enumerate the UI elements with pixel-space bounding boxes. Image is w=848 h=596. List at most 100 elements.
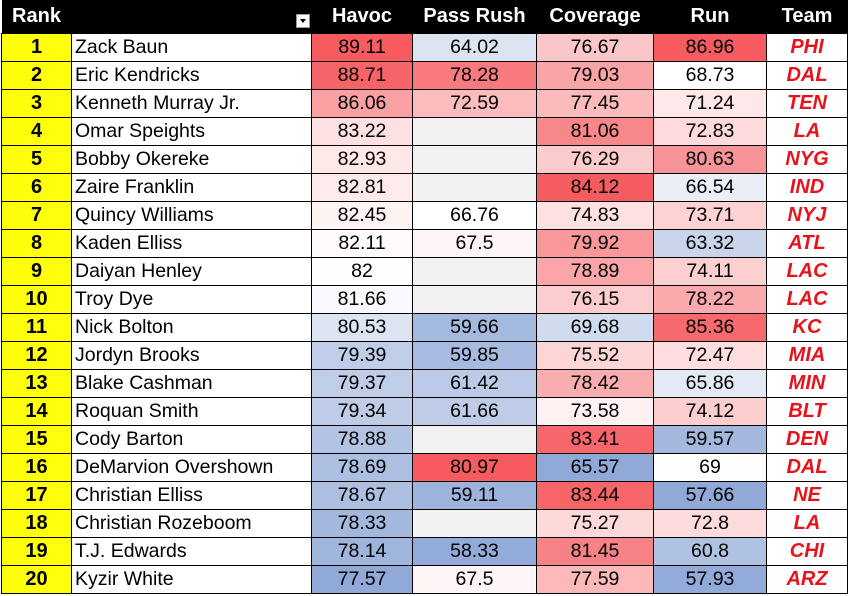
player-name-cell[interactable]: Zack Baun [71, 33, 312, 62]
rank-cell[interactable]: 6 [1, 173, 72, 202]
table-row[interactable]: 1 Zack Baun 89.11 64.02 76.67 86.96 PHI [1, 33, 848, 62]
havoc-cell[interactable]: 80.53 [311, 313, 413, 342]
havoc-cell[interactable]: 78.67 [311, 481, 413, 510]
team-cell[interactable]: DAL [766, 61, 848, 90]
header-pass-rush[interactable]: Pass Rush [412, 0, 537, 34]
run-cell[interactable]: 57.66 [653, 481, 767, 510]
rank-cell[interactable]: 17 [1, 481, 72, 510]
coverage-cell[interactable]: 81.06 [536, 117, 654, 146]
player-name-cell[interactable]: Jordyn Brooks [71, 341, 312, 370]
run-cell[interactable]: 59.57 [653, 425, 767, 454]
pass-rush-cell[interactable]: 72.59 [412, 89, 537, 118]
table-row[interactable]: 16 DeMarvion Overshown 78.69 80.97 65.57 69 DA… [1, 453, 848, 482]
rank-cell[interactable]: 5 [1, 145, 72, 174]
team-cell[interactable]: ATL [766, 229, 848, 258]
header-run[interactable]: Run [653, 0, 767, 34]
team-cell[interactable]: LA [766, 509, 848, 538]
team-cell[interactable]: DEN [766, 425, 848, 454]
table-row[interactable]: 18 Christian Rozeboom 78.33 75.27 72.8 LA [1, 509, 848, 538]
havoc-cell[interactable]: 79.37 [311, 369, 413, 398]
player-name-cell[interactable]: DeMarvion Overshown [71, 453, 312, 482]
run-cell[interactable]: 78.22 [653, 285, 767, 314]
player-name-cell[interactable]: Kyzir White [71, 565, 312, 594]
table-row[interactable]: 6 Zaire Franklin 82.81 84.12 66.54 IND [1, 173, 848, 202]
pass-rush-cell[interactable]: 61.42 [412, 369, 537, 398]
pass-rush-cell[interactable]: 58.33 [412, 537, 537, 566]
rank-cell[interactable]: 16 [1, 453, 72, 482]
player-name-cell[interactable]: Roquan Smith [71, 397, 312, 426]
pass-rush-cell[interactable]: 64.02 [412, 33, 537, 62]
havoc-cell[interactable]: 81.66 [311, 285, 413, 314]
havoc-cell[interactable]: 82.45 [311, 201, 413, 230]
player-name-cell[interactable]: T.J. Edwards [71, 537, 312, 566]
player-name-cell[interactable]: Kaden Elliss [71, 229, 312, 258]
team-cell[interactable]: MIA [766, 341, 848, 370]
pass-rush-cell[interactable] [412, 425, 537, 454]
run-cell[interactable]: 57.93 [653, 565, 767, 594]
coverage-cell[interactable]: 79.03 [536, 61, 654, 90]
run-cell[interactable]: 72.83 [653, 117, 767, 146]
run-cell[interactable]: 60.8 [653, 537, 767, 566]
havoc-cell[interactable]: 77.57 [311, 565, 413, 594]
rank-cell[interactable]: 18 [1, 509, 72, 538]
header-havoc[interactable]: Havoc [311, 0, 413, 34]
pass-rush-cell[interactable]: 78.28 [412, 61, 537, 90]
team-cell[interactable]: LAC [766, 257, 848, 286]
table-row[interactable]: 17 Christian Elliss 78.67 59.11 83.44 57.66 NE [1, 481, 848, 510]
run-cell[interactable]: 65.86 [653, 369, 767, 398]
table-row[interactable]: 10 Troy Dye 81.66 76.15 78.22 LAC [1, 285, 848, 314]
coverage-cell[interactable]: 78.42 [536, 369, 654, 398]
havoc-cell[interactable]: 82.93 [311, 145, 413, 174]
coverage-cell[interactable]: 84.12 [536, 173, 654, 202]
table-row[interactable]: 8 Kaden Elliss 82.11 67.5 79.92 63.32 ATL [1, 229, 848, 258]
havoc-cell[interactable]: 88.71 [311, 61, 413, 90]
havoc-cell[interactable]: 82.11 [311, 229, 413, 258]
run-cell[interactable]: 86.96 [653, 33, 767, 62]
rank-cell[interactable]: 9 [1, 257, 72, 286]
coverage-cell[interactable]: 73.58 [536, 397, 654, 426]
pass-rush-cell[interactable]: 59.66 [412, 313, 537, 342]
coverage-cell[interactable]: 75.27 [536, 509, 654, 538]
rank-cell[interactable]: 20 [1, 565, 72, 594]
run-cell[interactable]: 68.73 [653, 61, 767, 90]
run-cell[interactable]: 72.47 [653, 341, 767, 370]
pass-rush-cell[interactable]: 59.85 [412, 341, 537, 370]
pass-rush-cell[interactable]: 66.76 [412, 201, 537, 230]
table-row[interactable]: 3 Kenneth Murray Jr. 86.06 72.59 77.45 71.24 T… [1, 89, 848, 118]
rank-cell[interactable]: 4 [1, 117, 72, 146]
run-cell[interactable]: 74.12 [653, 397, 767, 426]
run-cell[interactable]: 63.32 [653, 229, 767, 258]
player-name-cell[interactable]: Bobby Okereke [71, 145, 312, 174]
team-cell[interactable]: LAC [766, 285, 848, 314]
rank-cell[interactable]: 2 [1, 61, 72, 90]
coverage-cell[interactable]: 78.89 [536, 257, 654, 286]
coverage-cell[interactable]: 76.29 [536, 145, 654, 174]
pass-rush-cell[interactable]: 67.5 [412, 565, 537, 594]
player-name-cell[interactable]: Quincy Williams [71, 201, 312, 230]
havoc-cell[interactable]: 78.88 [311, 425, 413, 454]
pass-rush-cell[interactable] [412, 509, 537, 538]
pass-rush-cell[interactable] [412, 285, 537, 314]
header-team[interactable]: Team [766, 0, 848, 34]
table-row[interactable]: 19 T.J. Edwards 78.14 58.33 81.45 60.8 CHI [1, 537, 848, 566]
player-name-cell[interactable]: Cody Barton [71, 425, 312, 454]
coverage-cell[interactable]: 77.59 [536, 565, 654, 594]
player-name-cell[interactable]: Eric Kendricks [71, 61, 312, 90]
player-name-cell[interactable]: Troy Dye [71, 285, 312, 314]
team-cell[interactable]: BLT [766, 397, 848, 426]
coverage-cell[interactable]: 81.45 [536, 537, 654, 566]
coverage-cell[interactable]: 75.52 [536, 341, 654, 370]
havoc-cell[interactable]: 78.33 [311, 509, 413, 538]
rank-cell[interactable]: 11 [1, 313, 72, 342]
header-rank[interactable]: Rank [1, 0, 72, 34]
havoc-cell[interactable]: 89.11 [311, 33, 413, 62]
team-cell[interactable]: NYG [766, 145, 848, 174]
player-name-cell[interactable]: Blake Cashman [71, 369, 312, 398]
team-cell[interactable]: NYJ [766, 201, 848, 230]
team-cell[interactable]: MIN [766, 369, 848, 398]
team-cell[interactable]: PHI [766, 33, 848, 62]
pass-rush-cell[interactable] [412, 257, 537, 286]
player-name-cell[interactable]: Kenneth Murray Jr. [71, 89, 312, 118]
team-cell[interactable]: DAL [766, 453, 848, 482]
run-cell[interactable]: 66.54 [653, 173, 767, 202]
